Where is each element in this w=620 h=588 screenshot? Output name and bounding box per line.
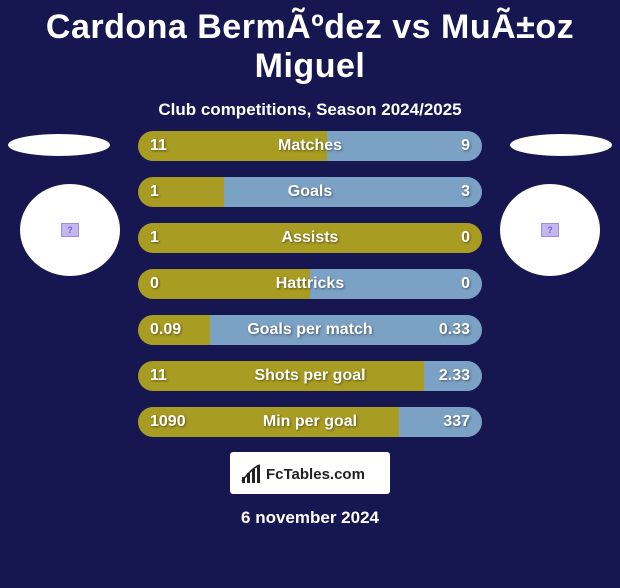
bar-value-right: 337 [443, 407, 470, 437]
player-left-badge [20, 184, 120, 276]
bar-value-left: 11 [150, 131, 167, 161]
comparison-bars: Matches119Goals13Assists10Hattricks00Goa… [138, 131, 482, 453]
bar-value-right: 0 [461, 269, 470, 299]
bar-value-left: 0 [150, 269, 159, 299]
flag-icon [61, 223, 79, 237]
bar-value-left: 1090 [150, 407, 186, 437]
bar-value-right: 0.33 [439, 315, 470, 345]
bar-label: Matches [138, 131, 482, 161]
bar-value-left: 1 [150, 177, 159, 207]
stat-row-goals: Goals1 3 [138, 177, 482, 207]
fctables-logo-svg: FcTables.com [240, 459, 380, 487]
player-right-badge [500, 184, 600, 276]
stat-row-matches: Matches11 9 [138, 131, 482, 161]
logo-text: FcTables.com [266, 466, 365, 483]
flag-icon [541, 223, 559, 237]
stat-row-min-per-goal: Min per goal1090 337 [138, 407, 482, 437]
bar-value-right: 9 [461, 131, 470, 161]
bar-label: Goals [138, 177, 482, 207]
player-left-photo-ellipse [8, 134, 110, 156]
bar-value-left: 11 [150, 361, 167, 391]
bar-value-left: 1 [150, 223, 159, 253]
page-title: Cardona BermÃºdez vs MuÃ±oz Miguel [0, 8, 620, 86]
bar-label: Hattricks [138, 269, 482, 299]
bar-value-right: 2.33 [439, 361, 470, 391]
subtitle: Club competitions, Season 2024/2025 [0, 100, 620, 120]
player-right-photo-ellipse [510, 134, 612, 156]
bar-value-right: 3 [461, 177, 470, 207]
bar-label: Goals per match [138, 315, 482, 345]
fctables-logo: FcTables.com [230, 452, 390, 494]
bar-value-right: 0 [461, 223, 470, 253]
bar-label: Assists [138, 223, 482, 253]
stat-row-goals-per-match: Goals per match0.09 0.33 [138, 315, 482, 345]
stat-row-assists: Assists1 0 [138, 223, 482, 253]
bar-label: Shots per goal [138, 361, 482, 391]
stat-row-shots-per-goal: Shots per goal11 2.33 [138, 361, 482, 391]
date-label: 6 november 2024 [0, 508, 620, 528]
bar-label: Min per goal [138, 407, 482, 437]
stat-row-hattricks: Hattricks0 0 [138, 269, 482, 299]
bar-value-left: 0.09 [150, 315, 181, 345]
